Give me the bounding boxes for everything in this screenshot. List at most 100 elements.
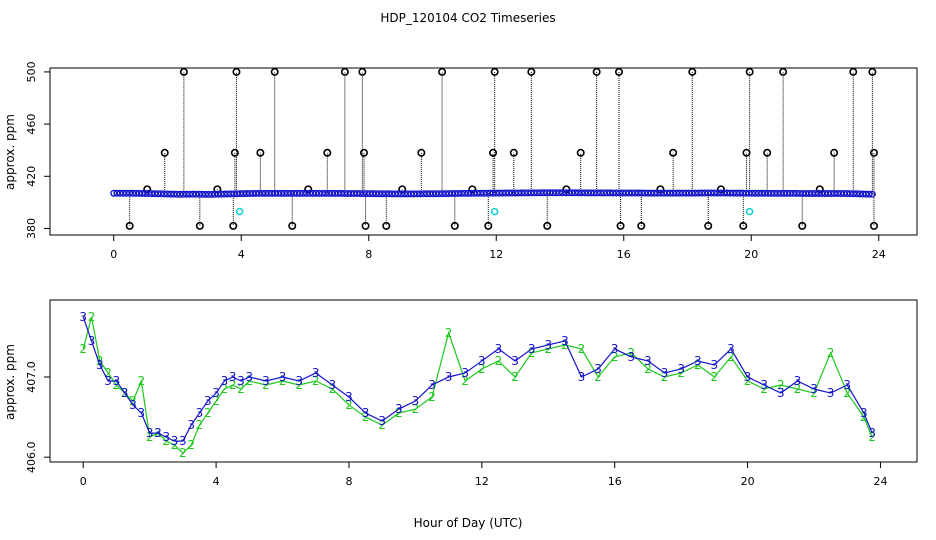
baseline-point	[277, 189, 285, 197]
baseline-point	[397, 190, 405, 198]
top-plot-frame	[49, 67, 918, 236]
outlier-mid-point	[669, 148, 678, 157]
series-3-marker: 3	[760, 378, 768, 392]
top-y-tick-label: 420	[25, 166, 38, 187]
baseline-point	[581, 189, 589, 197]
top-y-tick-label: 500	[25, 61, 38, 82]
baseline-point	[600, 189, 608, 197]
outlier-high-point	[849, 67, 858, 76]
baseline-point	[189, 190, 197, 198]
series-3-marker: 3	[196, 406, 204, 420]
series-2-line	[82, 316, 873, 455]
series-3-marker: 3	[295, 374, 303, 388]
baseline-point	[170, 190, 178, 198]
baseline-point	[767, 189, 775, 197]
outlier-mid-point	[359, 148, 368, 157]
series-3-marker: 3	[868, 426, 876, 440]
series-3-marker: 3	[79, 310, 87, 324]
outlier-low-point	[450, 221, 459, 230]
series-3-marker: 3	[677, 362, 685, 376]
baseline-point	[736, 189, 744, 197]
series-3-marker: 3	[138, 406, 146, 420]
series-2-marker: 2	[461, 374, 469, 388]
baseline-point	[695, 189, 703, 197]
outlier-low-point	[382, 221, 391, 230]
baseline-point	[350, 190, 358, 198]
baseline-point	[401, 190, 409, 198]
series-3-marker: 3	[154, 426, 162, 440]
baseline-point	[713, 189, 721, 197]
baseline-point	[786, 189, 794, 197]
top-panel: approx. ppm 0 4 8 12 16 20 24 380 420 460 500	[3, 61, 918, 261]
outlier-low-point	[543, 221, 552, 230]
baseline-point	[337, 189, 345, 197]
series-2-marker: 2	[868, 430, 876, 444]
baseline-point	[268, 189, 276, 197]
baseline-point	[467, 189, 475, 197]
series-2-marker: 2	[104, 366, 112, 380]
baseline-point	[647, 189, 655, 197]
baseline-point	[830, 190, 838, 198]
x-axis-label: Hour of Day (UTC)	[414, 516, 523, 530]
bottom-y-tick-label: 407.0	[25, 361, 38, 393]
baseline-point	[464, 189, 472, 197]
bottom-x-tick-label: 8	[345, 475, 352, 488]
series-2-marker: 2	[760, 382, 768, 396]
series-3-marker: 3	[113, 374, 121, 388]
series-3-marker: 3	[578, 370, 586, 384]
series-2-marker: 2	[329, 382, 337, 396]
series-2-marker: 2	[528, 346, 536, 360]
bottom-y-axis: 406.0 407.0	[25, 361, 50, 473]
baseline-point	[356, 190, 364, 198]
baseline-point	[205, 190, 213, 198]
baseline-point	[518, 189, 526, 197]
series-2-marker: 2	[221, 382, 229, 396]
outlier-high-point	[179, 67, 188, 76]
baseline-point	[486, 189, 494, 197]
baseline-point	[113, 189, 121, 197]
baseline-point	[448, 190, 456, 198]
baseline-point	[151, 190, 159, 198]
baseline-point	[653, 189, 661, 197]
baseline-point	[799, 189, 807, 197]
baseline-point	[755, 189, 763, 197]
baseline-point	[217, 190, 225, 198]
baseline-point	[628, 189, 636, 197]
baseline-point	[552, 189, 560, 197]
series-3-marker: 3	[661, 366, 669, 380]
baseline-point	[173, 190, 181, 198]
baseline-point	[846, 190, 854, 198]
outlier-mid-point	[489, 148, 498, 157]
series-2-marker: 2	[88, 310, 96, 324]
baseline-point	[571, 189, 579, 197]
baseline-point	[698, 189, 706, 197]
baseline-point	[413, 190, 421, 198]
baseline-point	[331, 189, 339, 197]
series-2-marker: 2	[478, 362, 486, 376]
baseline-point	[783, 189, 791, 197]
baseline-point	[322, 189, 330, 197]
series-3-marker: 3	[827, 386, 835, 400]
top-x-tick-label: 0	[110, 248, 117, 261]
baseline-point	[793, 189, 801, 197]
baseline-point	[578, 189, 586, 197]
baseline-point	[359, 190, 367, 198]
baseline-point	[334, 189, 342, 197]
baseline-point	[533, 189, 541, 197]
outlier-high-point	[358, 67, 367, 76]
outlier-high-point	[745, 67, 754, 76]
baseline-point	[546, 189, 554, 197]
series-3-marker: 3	[279, 370, 287, 384]
baseline-point	[840, 190, 848, 198]
baseline-point	[429, 190, 437, 198]
series-3-marker: 3	[777, 386, 785, 400]
series-3-marker: 3	[478, 354, 486, 368]
outlier-low-point	[798, 221, 807, 230]
series-3-marker: 3	[694, 354, 702, 368]
outlier-high-point	[270, 67, 279, 76]
baseline-point	[280, 189, 288, 197]
baseline-point	[603, 189, 611, 197]
series-3-marker: 3	[212, 386, 220, 400]
baseline-point	[385, 190, 393, 198]
series-2-marker: 2	[378, 418, 386, 432]
